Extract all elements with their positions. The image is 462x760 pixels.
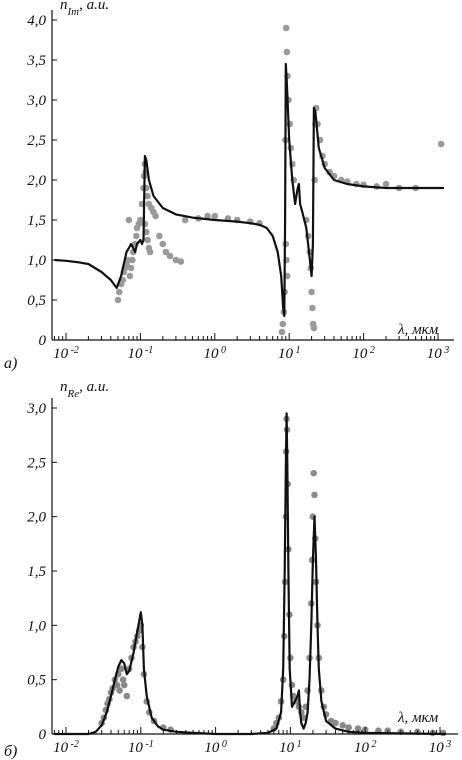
panel-a-label: а)	[4, 355, 17, 372]
panel-a-measured-series	[114, 24, 445, 336]
panel-b-y-tick-label: 2,0	[27, 510, 46, 526]
panel-b-y-axis-label: nRe, a.u.	[60, 379, 109, 400]
panel-a-measured-point	[133, 232, 140, 240]
panel-b-y-tick-label: 0	[39, 727, 47, 743]
panel-b-measured-point	[311, 491, 318, 499]
panel-b-y-tick-label: 1,0	[27, 618, 46, 634]
panel-b-y-ticks: 3,0 2,5 2,0 1,5 1,0 0,5 0	[26, 401, 57, 743]
panel-a-measured-point	[126, 272, 134, 280]
panel-a-measured-point	[144, 236, 151, 244]
panel-a-y-tick-label: 0,5	[27, 293, 46, 309]
panel-a-measured-point	[204, 212, 211, 220]
panel-b-measured-point	[113, 681, 121, 689]
panel-a-measured-point	[172, 256, 180, 264]
panel-b-y-tick-label: 3,0	[26, 401, 46, 417]
panel-a-y-tick-label: 1,0	[27, 253, 46, 269]
panel-a-measured-point	[156, 232, 163, 240]
panel-a-measured-point	[166, 252, 174, 260]
panel-a-measured-point	[177, 258, 185, 265]
panel-a-measured-point	[144, 192, 151, 200]
panel-a-measured-point	[382, 180, 390, 188]
panel-b-measured-point	[339, 722, 347, 729]
panel-a-x-tick-label: 10 2	[352, 345, 375, 363]
panel-a-measured-point	[309, 304, 316, 312]
panel-b-y-tick-label: 2,5	[27, 455, 46, 471]
panel-b-measured-point	[120, 681, 128, 689]
panel-a-y-tick-label: 1,5	[27, 213, 46, 229]
panel-b-model-line	[54, 412, 446, 736]
panel-b-label: б)	[4, 743, 17, 760]
panel-a-measured-point	[282, 24, 290, 32]
panel-a-x-ticks: 10 -2 10 -1 10 0 10 1 10 2 10 3	[53, 333, 449, 362]
panel-a-y-axis-label: nIm, a.u.	[60, 0, 109, 18]
panel-b-measured-point	[119, 676, 127, 683]
panel-a-y-tick-label: 3,5	[26, 53, 46, 69]
panel-a-y-ticks: 4,0 3,5 3,0 2,5 2,0 1,5 1,0 0,5 0	[26, 13, 57, 349]
panel-b-measured-point	[118, 665, 125, 673]
panel-b-measured-point	[345, 724, 352, 731]
panel-a-x-tick-label: 10 0	[204, 345, 227, 363]
panel-b-x-tick-label: 10 -1	[128, 739, 154, 757]
panel-b-chart: 3,02,52,01,51,00,50 10 -2 10 -1 10 0 10 1 10…	[4, 379, 458, 760]
panel-a-x-tick-label: 10 1	[278, 345, 301, 363]
panel-a-measured-point	[129, 256, 136, 264]
panel-a-measured-point	[279, 320, 287, 328]
panel-b-measured-point	[332, 719, 339, 727]
panel-a-measured-point	[152, 212, 159, 220]
panel-a-measured-point	[308, 288, 315, 296]
panel-b-x-tick-label: 10 -2	[53, 739, 79, 757]
panel-a-measured-point	[125, 216, 133, 224]
panel-a-measured-point	[159, 240, 167, 248]
panel-a-y-tick-label: 2,0	[27, 173, 46, 189]
panel-a-measured-point	[310, 324, 318, 332]
panel-a-y-tick-label: 0	[39, 333, 47, 349]
panel-b-x-tick-label: 10 0	[204, 739, 227, 757]
panel-a-measured-point	[114, 296, 122, 304]
panel-a-model-line	[54, 62, 444, 318]
panel-a-x-tick-label: 10 -1	[127, 345, 153, 363]
panel-a-y-tick-label: 2,5	[27, 133, 46, 149]
panel-a-measured-point	[116, 288, 123, 296]
panel-b-measured-series	[98, 415, 447, 737]
panel-a-measured-point	[162, 248, 170, 256]
panel-b-x-tick-label: 10 1	[279, 739, 302, 757]
panel-a-measured-point	[211, 212, 219, 220]
panel-b-measured-point	[116, 687, 123, 694]
panel-a-measured-point	[278, 328, 286, 336]
panel-a-measured-point	[146, 248, 154, 256]
panel-b-x-ticks: 10 -2 10 -1 10 0 10 1 10 2 10 3	[53, 727, 451, 756]
panel-b-y-tick-label: 0,5	[27, 673, 46, 689]
panel-b-measured-point	[354, 725, 362, 732]
panel-a-measured-point	[181, 216, 189, 224]
panel-b-measured-point	[123, 692, 131, 700]
panel-a-measured-point	[437, 140, 445, 148]
panel-a-y-tick-label: 3,0	[26, 93, 46, 109]
panel-a-x-tick-label: 10 -2	[53, 345, 79, 363]
panel-a-y-tick-label: 4,0	[27, 13, 46, 29]
panel-b-x-tick-label: 10 2	[354, 739, 377, 757]
panel-a-x-tick-label: 10 3	[427, 345, 450, 363]
panel-b-measured-point	[310, 469, 318, 477]
panel-a-measured-point	[137, 216, 144, 224]
panel-b-y-tick-label: 1,5	[27, 564, 46, 580]
panel-b-x-axis-label: λ, мкм	[397, 710, 439, 726]
panel-a-measured-point	[127, 264, 135, 272]
panel-a-x-axis-label: λ, мкм	[397, 322, 439, 338]
panel-a-measured-point	[283, 48, 291, 56]
panel-b-x-tick-label: 10 3	[429, 739, 452, 757]
panel-a-chart: 4,0 3,5 3,0 2,5 2,0 1,5 1,0 0,5 0 10 -2 10 -1 10 0…	[4, 0, 454, 372]
